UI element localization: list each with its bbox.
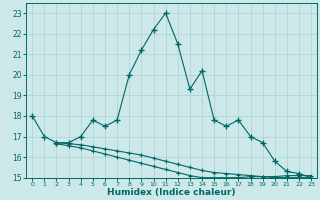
X-axis label: Humidex (Indice chaleur): Humidex (Indice chaleur) xyxy=(108,188,236,197)
